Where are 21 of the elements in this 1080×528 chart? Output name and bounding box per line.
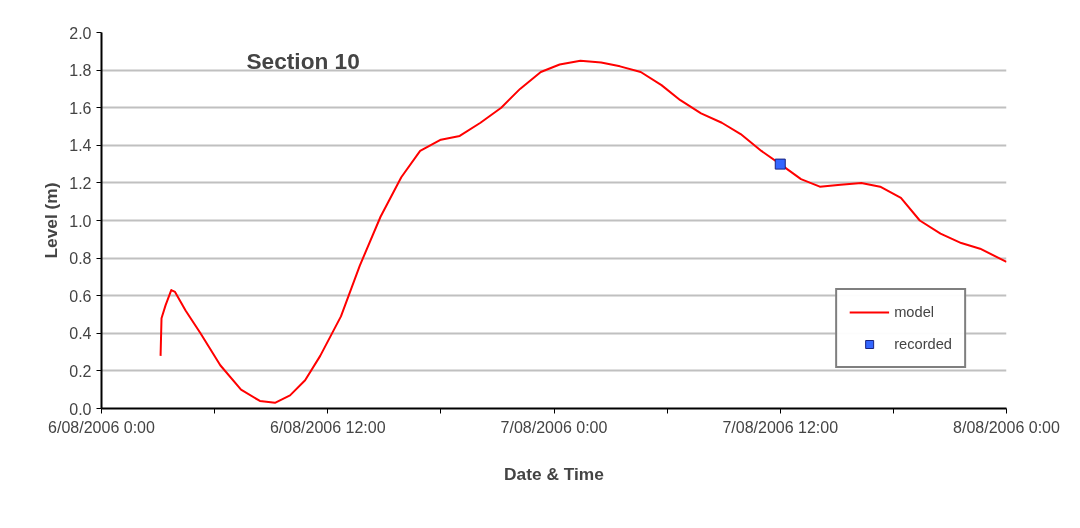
- y-tick-label: 1.2: [69, 174, 92, 192]
- y-tick-label: 0.6: [69, 287, 92, 305]
- y-tick-label: 1.4: [69, 137, 92, 155]
- y-tick-label: 0.8: [69, 250, 92, 268]
- x-tick-label: 8/08/2006 0:00: [953, 418, 1060, 436]
- legend-label: model: [894, 304, 935, 320]
- x-tick-label: 6/08/2006 0:00: [48, 418, 155, 436]
- legend-label: recorded: [894, 336, 952, 352]
- x-axis-title: Date & Time: [504, 463, 605, 484]
- y-tick-label: 2.0: [69, 24, 92, 42]
- y-tick-label: 0.4: [69, 325, 92, 343]
- y-tick-label: 1.0: [69, 212, 92, 230]
- y-tick-label: 0.2: [69, 362, 92, 380]
- y-axis-title: Level (m): [41, 182, 62, 259]
- x-tick-label: 7/08/2006 0:00: [500, 418, 608, 436]
- x-tick-label: 7/08/2006 12:00: [722, 418, 839, 436]
- y-tick-label: 0.0: [69, 400, 92, 418]
- y-tick-label: 1.6: [69, 99, 92, 117]
- text: Section 10: [246, 47, 360, 74]
- x-tick-label: 6/08/2006 12:00: [269, 418, 386, 436]
- y-tick-label: 1.8: [69, 62, 92, 80]
